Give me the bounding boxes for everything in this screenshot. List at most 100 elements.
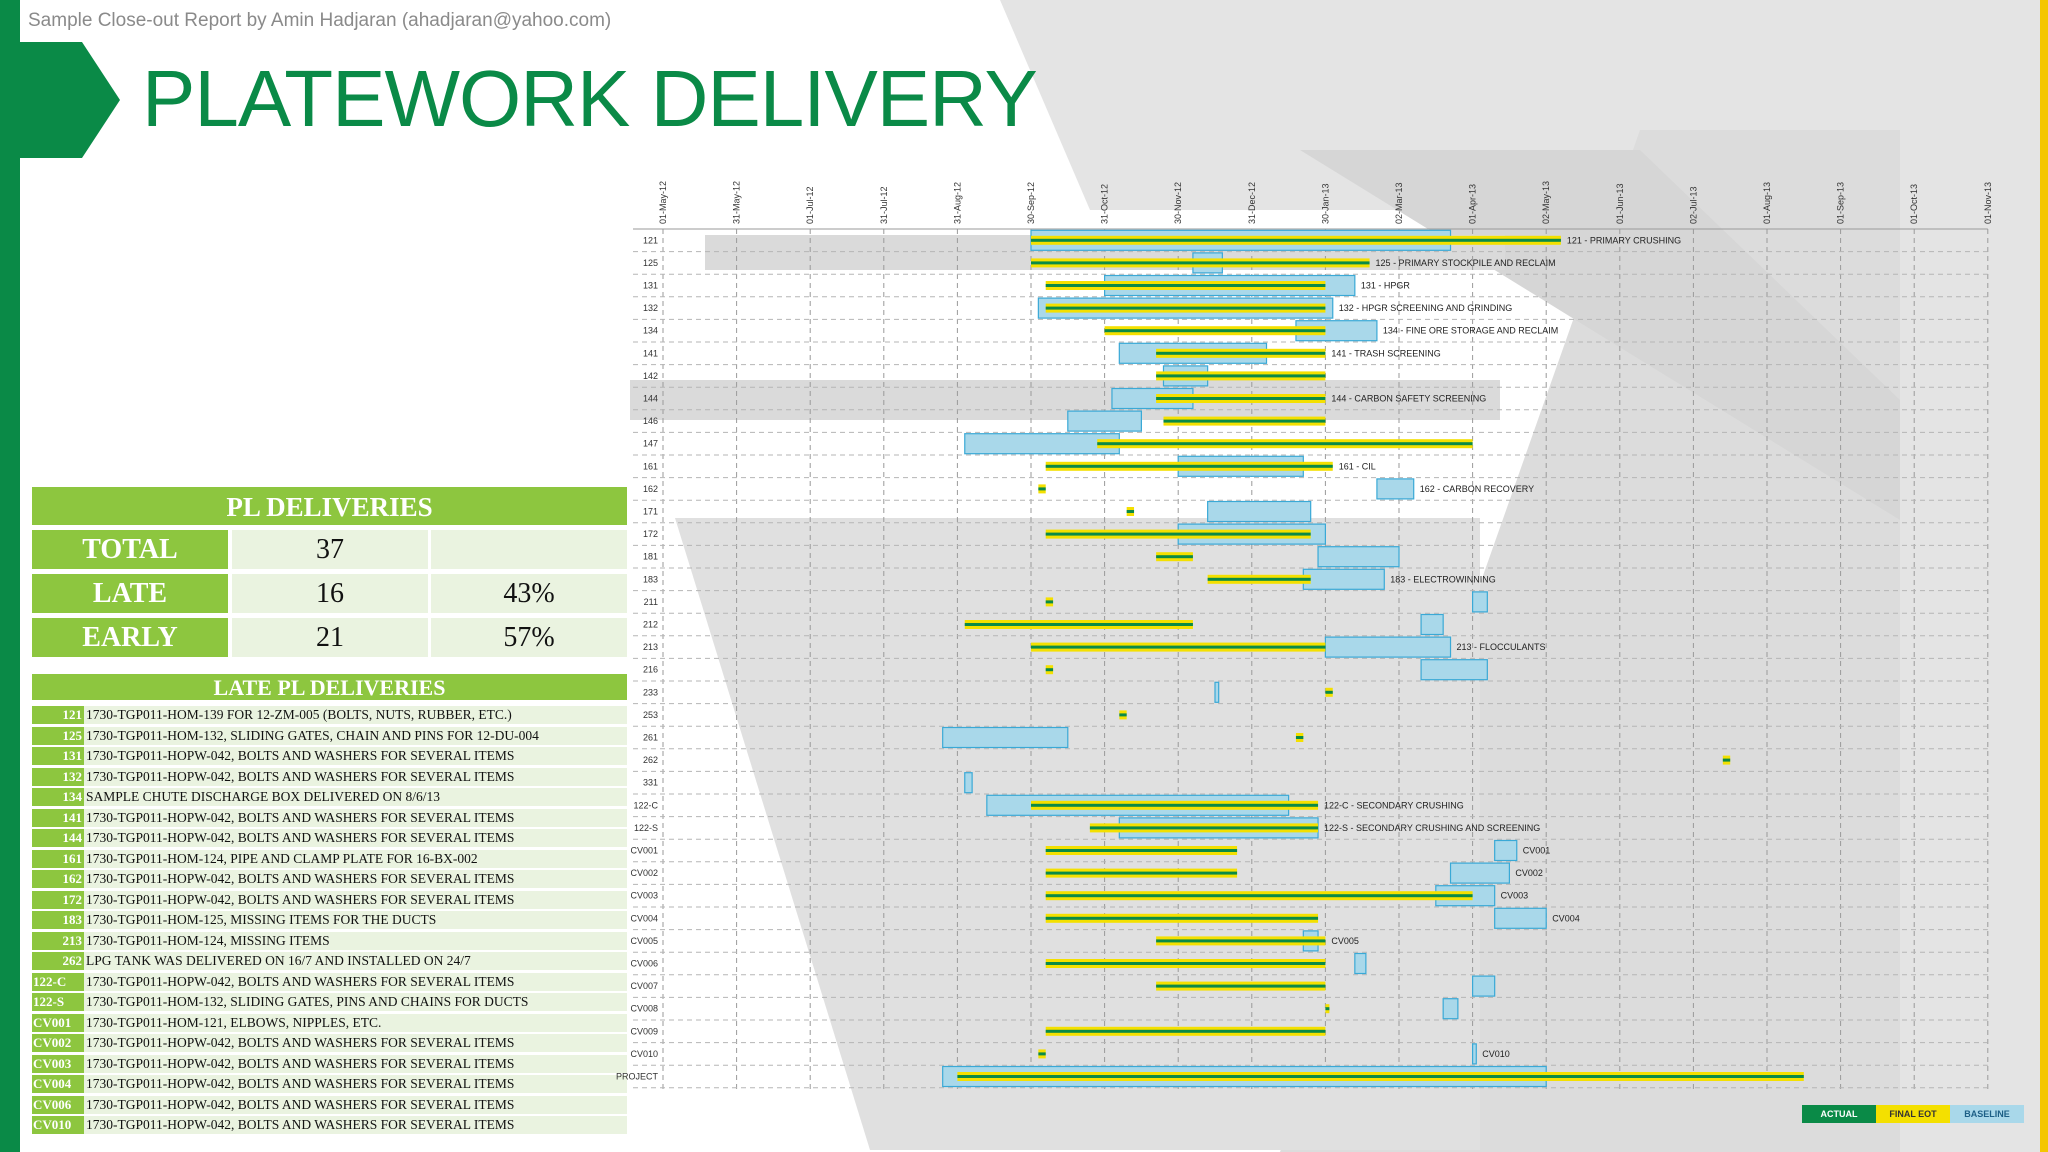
- chart-legend: ACTUAL FINAL EOT BASELINE: [1802, 1105, 2024, 1123]
- late-delivery-row: 183 1730-TGP011-HOM-125, MISSING ITEMS FO…: [32, 911, 627, 929]
- row-annotation: 144 - CARBON SAFETY SCREENING: [1331, 394, 1486, 404]
- late-delivery-description: 1730-TGP011-HOPW-042, BOLTS AND WASHERS …: [86, 973, 515, 989]
- baseline-bar: [1494, 907, 1547, 929]
- time-tick-label: 01-Sep-13: [1836, 182, 1846, 224]
- actual-bar: [1038, 487, 1046, 491]
- actual-bar: [1045, 284, 1326, 287]
- baseline-bar: [1376, 478, 1415, 500]
- actual-bar: [1038, 1052, 1046, 1056]
- late-delivery-row: CV003 1730-TGP011-HOPW-042, BOLTS AND WAS…: [32, 1054, 627, 1073]
- left-accent-bar: [0, 0, 20, 1152]
- summary-value: 21: [232, 618, 428, 657]
- actual-bar: [1126, 510, 1135, 513]
- actual-bar: [1156, 555, 1193, 559]
- late-delivery-description: 1730-TGP011-HOPW-042, BOLTS AND WASHERS …: [86, 891, 515, 907]
- late-delivery-row: 125 1730-TGP011-HOM-132, SLIDING GATES, C…: [32, 726, 627, 745]
- late-delivery-id: CV010: [32, 1116, 84, 1134]
- actual-bar: [1045, 464, 1333, 468]
- actual-bar: [1031, 261, 1370, 265]
- baseline-bar: [1324, 636, 1452, 658]
- late-delivery-description: LPG TANK WAS DELIVERED ON 16/7 AND INSTA…: [86, 953, 471, 968]
- summary-title: PL DELIVERIES: [32, 487, 627, 525]
- time-tick-label: 31-Dec-12: [1247, 182, 1257, 224]
- baseline-bar: [1471, 591, 1488, 613]
- time-tick-label: 31-Oct-12: [1100, 184, 1110, 224]
- summary-row-late: LATE 16 43%: [32, 574, 627, 613]
- summary-row-early: EARLY 21 57%: [32, 618, 627, 657]
- summary-row-total: TOTAL 37: [32, 530, 627, 569]
- row-label: 212: [643, 620, 658, 630]
- row-annotation: CV010: [1482, 1049, 1510, 1059]
- actual-bar: [1163, 419, 1326, 423]
- late-delivery-row: CV006 1730-TGP011-HOPW-042, BOLTS AND WAS…: [32, 1095, 627, 1114]
- row-label: 181: [643, 552, 658, 562]
- row-annotation: 122-S - SECONDARY CRUSHING AND SCREENING: [1324, 823, 1540, 833]
- right-accent-bar: [2040, 0, 2048, 1152]
- row-annotation: 141 - TRASH SCREENING: [1331, 348, 1440, 358]
- late-delivery-id: 183: [32, 911, 84, 929]
- row-label: CV005: [630, 936, 658, 946]
- time-tick-label: 01-Jun-13: [1615, 183, 1625, 224]
- row-label: 146: [643, 416, 658, 426]
- actual-bar: [1156, 351, 1326, 355]
- summary-value: 16: [232, 574, 428, 613]
- late-delivery-id: 125: [32, 726, 84, 745]
- row-label: 262: [643, 755, 658, 765]
- baseline-bar: [1471, 975, 1496, 997]
- row-label: 161: [643, 461, 658, 471]
- time-tick-label: 02-Jul-13: [1688, 186, 1698, 224]
- late-delivery-row: 172 1730-TGP011-HOPW-042, BOLTS AND WASHE…: [32, 890, 627, 909]
- late-delivery-row: CV002 1730-TGP011-HOPW-042, BOLTS AND WAS…: [32, 1034, 627, 1052]
- row-label: 171: [643, 507, 658, 517]
- late-delivery-id: CV001: [32, 1013, 84, 1032]
- row-annotation: 162 - CARBON RECOVERY: [1420, 484, 1534, 494]
- late-delivery-id: 134: [32, 788, 84, 806]
- time-tick-label: 02-May-13: [1541, 181, 1551, 224]
- late-delivery-row: 262 LPG TANK WAS DELIVERED ON 16/7 AND IN…: [32, 952, 627, 970]
- baseline-bar: [964, 433, 1120, 455]
- row-label: CV001: [630, 846, 658, 856]
- row-label: 211: [644, 597, 658, 607]
- baseline-bar: [1420, 659, 1488, 681]
- baseline-bar: [1317, 546, 1400, 568]
- row-label: 147: [643, 439, 658, 449]
- row-label: 141: [643, 348, 658, 358]
- legend-actual: ACTUAL: [1802, 1105, 1876, 1123]
- row-label: 213: [643, 642, 658, 652]
- late-delivery-id: 122-C: [32, 972, 84, 991]
- late-delivery-id: 144: [32, 829, 84, 847]
- time-tick-label: 01-May-12: [658, 181, 668, 224]
- row-label: 132: [643, 303, 658, 313]
- actual-bar: [1031, 238, 1561, 242]
- late-delivery-description: 1730-TGP011-HOM-125, MISSING ITEMS FOR T…: [86, 912, 437, 927]
- row-label: CV004: [630, 913, 658, 923]
- late-delivery-id: 162: [32, 870, 84, 888]
- late-delivery-row: 144 1730-TGP011-HOPW-042, BOLTS AND WASHE…: [32, 829, 627, 847]
- late-delivery-description: 1730-TGP011-HOPW-042, BOLTS AND WASHERS …: [86, 748, 515, 763]
- row-annotation: CV002: [1515, 868, 1543, 878]
- row-annotation: 132 - HPGR SCREENING AND GRINDING: [1339, 303, 1513, 313]
- actual-bar: [1325, 690, 1333, 694]
- actual-bar: [1045, 871, 1238, 875]
- late-delivery-description: 1730-TGP011-HOM-124, MISSING ITEMS: [86, 932, 330, 948]
- late-delivery-id: 132: [32, 767, 84, 786]
- late-delivery-description: 1730-TGP011-HOPW-042, BOLTS AND WASHERS …: [86, 1035, 515, 1050]
- late-delivery-id: 161: [32, 849, 84, 868]
- late-deliveries-title: LATE PL DELIVERIES: [32, 674, 627, 700]
- row-label: 183: [643, 574, 658, 584]
- row-annotation: 122-C - SECONDARY CRUSHING: [1324, 800, 1464, 810]
- actual-bar: [1325, 1007, 1330, 1011]
- summary-value: 37: [232, 530, 428, 569]
- baseline-bar: [964, 772, 973, 794]
- row-label: 142: [643, 371, 658, 381]
- actual-bar: [1031, 645, 1326, 649]
- late-delivery-description: 1730-TGP011-HOPW-042, BOLTS AND WASHERS …: [86, 830, 515, 845]
- row-annotation: 213 - FLOCCULANTS: [1457, 642, 1546, 652]
- late-delivery-row: 122-C 1730-TGP011-HOPW-042, BOLTS AND WAS…: [32, 972, 627, 991]
- late-delivery-id: CV003: [32, 1054, 84, 1073]
- late-delivery-id: 213: [32, 931, 84, 950]
- page-title: PLATEWORK DELIVERY: [142, 54, 1038, 143]
- row-label: 162: [643, 484, 658, 494]
- row-label: 144: [643, 394, 658, 404]
- late-delivery-id: 122-S: [32, 993, 84, 1011]
